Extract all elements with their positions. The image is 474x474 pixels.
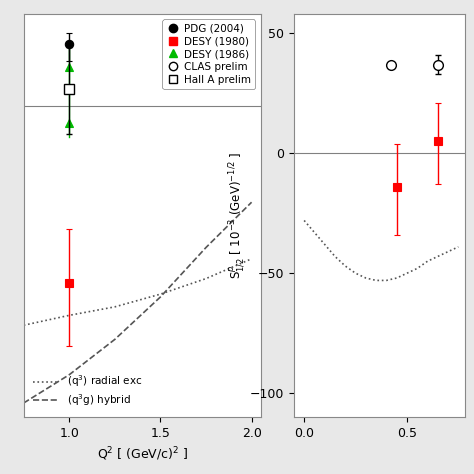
Legend: (q$^3$) radial exc, (q$^3$g) hybrid: (q$^3$) radial exc, (q$^3$g) hybrid bbox=[29, 369, 147, 412]
X-axis label: Q$^2$ [ (GeV/c)$^2$ ]: Q$^2$ [ (GeV/c)$^2$ ] bbox=[97, 446, 188, 463]
Y-axis label: S$^p_{1/2}$ [ 10$^{-3}$ (GeV)$^{-1/2}$ ]: S$^p_{1/2}$ [ 10$^{-3}$ (GeV)$^{-1/2}$ ] bbox=[228, 152, 247, 279]
